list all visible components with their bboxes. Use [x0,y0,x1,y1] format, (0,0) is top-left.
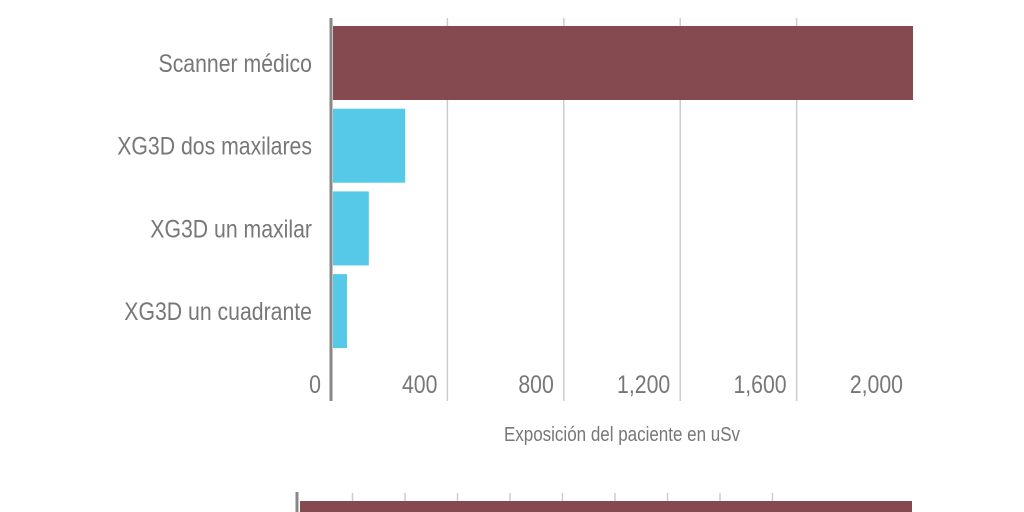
x-tick-label: 400 [402,370,437,398]
x-tick-label: 1,200 [617,370,670,398]
category-label: XG3D dos maxilares [117,132,312,160]
x-axis-title: Exposición del paciente en uSv [504,423,741,446]
category-label: XG3D un maxilar [150,215,312,243]
bars [333,26,913,349]
bar [300,501,912,512]
x-tick-labels: 0 400 800 1,200 1,600 2,000 [309,370,903,398]
bar [333,26,913,100]
category-label: XG3D un cuadrante [124,297,312,325]
bar [333,274,348,349]
bar [333,191,369,266]
category-label: Scanner médico [159,49,312,77]
bar [333,108,406,183]
second-chart-partial [295,492,912,512]
x-tick-label: 800 [518,370,553,398]
x-tick-label: 2,000 [850,370,903,398]
x-tick-label: 0 [309,370,321,398]
x-tick-label: 1,600 [733,370,786,398]
category-labels: Scanner médico XG3D dos maxilares XG3D un … [117,49,312,325]
